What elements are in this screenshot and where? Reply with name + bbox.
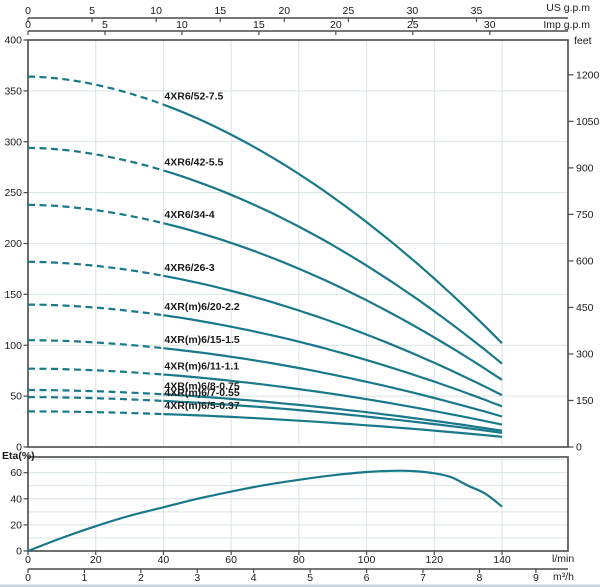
m3h-tick-label: 8 [477, 572, 483, 584]
footer-strip [0, 584, 600, 587]
us-gpm-tick-label: 5 [89, 5, 95, 17]
us-gpm-tick-label: 15 [214, 5, 226, 17]
feet-axis-tick-label: 900 [576, 162, 594, 174]
imp-gpm-tick-label: 30 [484, 19, 496, 31]
pump-curve-label: 4XR(m)6/11-1.1 [164, 361, 239, 373]
lmin-tick-label: 60 [225, 554, 237, 566]
head-axis-tick-label: 400 [4, 35, 22, 47]
eta-axis-label: Eta(%) [2, 450, 35, 462]
feet-axis-tick-label: 750 [576, 209, 594, 221]
pump-curve-solid [163, 314, 503, 408]
eta-axis-tick-label: 40 [10, 493, 22, 505]
us-gpm-tick-label: 30 [407, 5, 419, 17]
eta-axis-tick-label: 60 [10, 467, 22, 479]
head-axis-tick-label: 350 [4, 85, 22, 97]
m3h-tick-label: 2 [138, 572, 144, 584]
pump-curve-solid [163, 399, 503, 434]
lmin-tick-label: 80 [293, 554, 305, 566]
head-axis-tick-label: 300 [4, 136, 22, 148]
pump-curve-label: 4XR6/42-5.5 [164, 156, 223, 168]
pump-curve-label: 4XR6/52-7.5 [164, 91, 223, 103]
m3h-tick-label: 3 [194, 572, 200, 584]
m3h-tick-label: 7 [420, 572, 426, 584]
feet-axis-tick-label: 300 [576, 348, 594, 360]
pump-curve-label: 4XR(m)6/7-0.55 [164, 387, 239, 399]
m3h-tick-label: 0 [25, 572, 31, 584]
pump-curve-label: 4XR(m)6/20-2.2 [164, 301, 239, 313]
pump-curve-solid [163, 222, 503, 381]
head-axis-tick-label: 150 [4, 289, 22, 301]
lmin-tick-label: 140 [493, 554, 511, 566]
head-axis-tick-label: 50 [10, 391, 22, 403]
head-axis-tick-label: 100 [4, 340, 22, 352]
lmin-tick-label: 40 [158, 554, 170, 566]
m3h-tick-label: 9 [533, 572, 539, 584]
pump-curve-solid [163, 393, 503, 432]
eta-plot-border [27, 456, 569, 552]
m3h-tick-label: 6 [364, 572, 370, 584]
imp-gpm-tick-label: 25 [407, 19, 419, 31]
lmin-tick-label: 0 [25, 554, 31, 566]
imp-gpm-tick-label: 15 [253, 19, 265, 31]
head-axis-tick-label: 250 [4, 187, 22, 199]
pump-curve-dashed [27, 75, 164, 106]
us-gpm-tick-label: 20 [278, 5, 290, 17]
feet-axis-tick-label: 1050 [576, 116, 600, 128]
feet-axis-tick-label: 1200 [576, 69, 600, 81]
eta-curve [27, 469, 503, 553]
lmin-tick-label: 120 [426, 554, 444, 566]
pump-curve-label: 4XR(m)6/5-0.37 [164, 400, 239, 412]
pump-curve-solid [163, 413, 503, 438]
feet-axis-tick-label: 150 [576, 395, 594, 407]
lmin-axis-label: l/min [552, 553, 575, 565]
pump-curve-solid [163, 169, 503, 365]
imp-gpm-tick-label: 20 [330, 19, 342, 31]
us-gpm-tick-label: 0 [25, 5, 31, 17]
m3h-tick-label: 4 [251, 572, 257, 584]
imp-gpm-tick-label: 0 [25, 19, 31, 31]
pump-curve-label: 4XR6/34-4 [164, 209, 214, 221]
pump-curve-solid [163, 373, 503, 426]
us-gpm-tick-label: 25 [343, 5, 355, 17]
us-gpm-tick-label: 35 [471, 5, 483, 17]
lmin-tick-label: 20 [90, 554, 102, 566]
us-gpm-axis-label: US g.p.m [546, 2, 590, 14]
pump-curve-label: 4XR(m)6/8-0.75 [164, 380, 239, 392]
pump-curve-solid [163, 347, 503, 418]
m3h-axis-label: m³/h [553, 571, 574, 583]
m3h-tick-label: 1 [82, 572, 88, 584]
feet-axis-label: feet [574, 35, 592, 47]
eta-axis-tick-label: 20 [10, 519, 22, 531]
imp-gpm-tick-label: 5 [102, 19, 108, 31]
m3h-tick-label: 5 [307, 572, 313, 584]
head-axis-tick-label: 0 [16, 442, 22, 454]
imp-gpm-tick-label: 10 [176, 19, 188, 31]
head-axis-tick-label: 200 [4, 238, 22, 250]
feet-axis-tick-label: 0 [576, 442, 582, 454]
pump-curve-label: 4XR6/26-3 [164, 262, 214, 274]
feet-axis-tick-label: 600 [576, 255, 594, 267]
feet-axis-tick-label: 450 [576, 302, 594, 314]
pump-curve-solid [163, 103, 503, 344]
us-gpm-tick-label: 10 [150, 5, 162, 17]
pump-curve-solid [163, 274, 503, 397]
imp-gpm-axis-label: Imp g.p.m [543, 19, 590, 31]
eta-axis-tick-label: 0 [16, 546, 22, 558]
pump-curve-label: 4XR(m)6/15-1.5 [164, 334, 239, 346]
lmin-tick-label: 100 [358, 554, 376, 566]
